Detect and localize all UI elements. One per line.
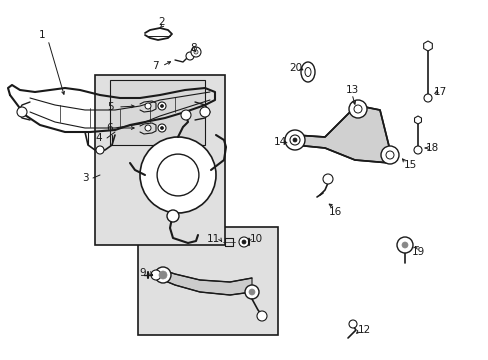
Text: 2: 2 xyxy=(159,17,165,27)
Ellipse shape xyxy=(305,68,310,77)
Circle shape xyxy=(401,242,407,248)
Text: 18: 18 xyxy=(425,143,438,153)
Circle shape xyxy=(423,94,431,102)
Circle shape xyxy=(160,104,163,108)
Circle shape xyxy=(242,240,245,244)
Circle shape xyxy=(145,103,151,109)
Circle shape xyxy=(348,100,366,118)
Circle shape xyxy=(145,125,151,131)
Circle shape xyxy=(151,270,161,280)
Ellipse shape xyxy=(301,62,314,82)
Text: 10: 10 xyxy=(249,234,262,244)
Text: 13: 13 xyxy=(345,85,358,95)
Circle shape xyxy=(200,107,209,117)
Circle shape xyxy=(181,110,191,120)
Text: 15: 15 xyxy=(403,160,416,170)
Circle shape xyxy=(396,237,412,253)
Circle shape xyxy=(185,52,194,60)
Circle shape xyxy=(385,151,393,159)
Circle shape xyxy=(248,289,254,295)
Text: 19: 19 xyxy=(410,247,424,257)
Circle shape xyxy=(159,271,167,279)
Text: 11: 11 xyxy=(206,234,219,244)
Circle shape xyxy=(292,138,296,142)
Polygon shape xyxy=(294,107,389,163)
Circle shape xyxy=(194,50,198,54)
Circle shape xyxy=(157,154,199,196)
Text: 3: 3 xyxy=(81,173,88,183)
Text: 14: 14 xyxy=(273,137,286,147)
Text: 16: 16 xyxy=(328,207,341,217)
Circle shape xyxy=(191,47,201,57)
Circle shape xyxy=(323,174,332,184)
Circle shape xyxy=(158,124,165,132)
Text: 20: 20 xyxy=(289,63,302,73)
Circle shape xyxy=(380,146,398,164)
Circle shape xyxy=(413,146,421,154)
Circle shape xyxy=(155,267,171,283)
Bar xyxy=(95,75,224,245)
Text: 8: 8 xyxy=(190,43,197,53)
Circle shape xyxy=(158,102,165,110)
Text: 17: 17 xyxy=(432,87,446,97)
Text: 12: 12 xyxy=(357,325,370,335)
Bar xyxy=(110,80,204,145)
Text: 6: 6 xyxy=(106,123,113,133)
Text: 5: 5 xyxy=(106,102,113,112)
Polygon shape xyxy=(163,270,251,295)
Text: 4: 4 xyxy=(96,133,102,143)
Text: 9: 9 xyxy=(140,268,146,278)
Circle shape xyxy=(160,126,163,130)
Circle shape xyxy=(244,285,259,299)
Bar xyxy=(138,227,278,335)
Circle shape xyxy=(289,135,299,145)
Circle shape xyxy=(140,137,216,213)
Circle shape xyxy=(353,105,361,113)
Text: 1: 1 xyxy=(39,30,45,40)
Circle shape xyxy=(167,210,179,222)
Polygon shape xyxy=(423,41,431,51)
Circle shape xyxy=(257,311,266,321)
Circle shape xyxy=(96,146,104,154)
Circle shape xyxy=(285,130,305,150)
Polygon shape xyxy=(414,116,421,124)
Circle shape xyxy=(17,107,27,117)
Circle shape xyxy=(239,237,248,247)
Text: 7: 7 xyxy=(151,61,158,71)
Circle shape xyxy=(348,320,356,328)
